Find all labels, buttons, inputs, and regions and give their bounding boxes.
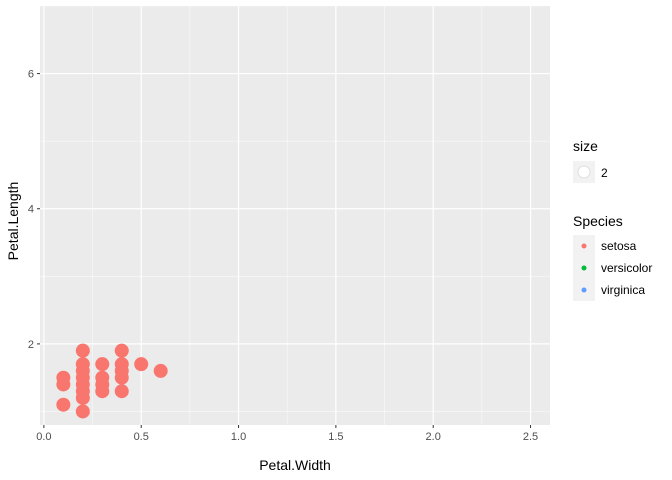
species-legend-title: Species [573,213,623,229]
data-point-setosa [95,370,110,385]
legend-label-virginica: virginica [601,283,645,297]
y-tick-label: 6 [28,69,34,81]
data-point-setosa [75,343,90,358]
data-points [56,343,168,419]
legend-label-versicolor: versicolor [601,261,652,275]
data-point-setosa [114,343,129,358]
size-legend: size 2 [573,138,608,183]
legend-swatch-versicolor [581,265,587,271]
size-legend-symbol [577,165,591,179]
y-tick-label: 2 [28,339,34,351]
x-axis-title: Petal.Width [259,457,331,473]
x-tick-label: 0.0 [36,431,51,443]
x-tick-label: 1.5 [328,431,343,443]
data-point-setosa [114,357,129,372]
data-point-setosa [75,404,90,419]
data-point-setosa [56,397,71,412]
y-tick-label: 4 [28,204,34,216]
x-tick-label: 2.0 [426,431,441,443]
x-tick-label: 0.5 [134,431,149,443]
size-legend-title: size [573,138,598,154]
data-point-setosa [75,357,90,372]
data-point-setosa [56,370,71,385]
x-axis: 0.0 0.5 1.0 1.5 2.0 2.5 [36,425,538,443]
size-legend-label: 2 [601,166,608,180]
grid-lines [40,5,550,425]
legend-label-setosa: setosa [601,239,637,253]
legend-swatch-virginica [581,287,587,293]
x-tick-label: 2.5 [523,431,538,443]
data-point-setosa [134,357,149,372]
y-axis: 2 4 6 [28,69,40,351]
data-point-setosa [95,357,110,372]
data-point-setosa [114,384,129,399]
x-tick-label: 1.0 [231,431,246,443]
y-axis-title: Petal.Length [5,182,21,261]
species-legend-entries: setosa versicolor virginica [573,235,652,301]
legend-swatch-setosa [581,243,587,249]
data-point-setosa [153,363,168,378]
species-legend: Species setosa versicolor virginica [573,213,652,301]
